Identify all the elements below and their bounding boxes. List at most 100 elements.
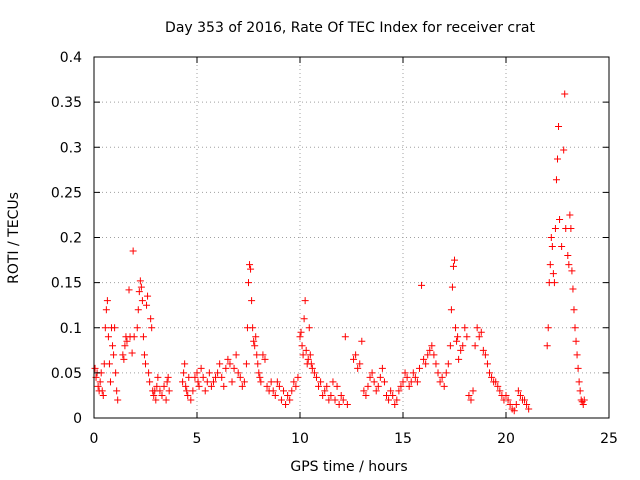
data-point bbox=[282, 400, 290, 408]
data-point bbox=[331, 396, 339, 404]
data-point bbox=[483, 360, 491, 368]
data-point bbox=[430, 351, 438, 359]
data-point bbox=[492, 378, 500, 386]
data-point bbox=[319, 391, 327, 399]
data-point bbox=[337, 391, 345, 399]
data-point bbox=[119, 351, 127, 359]
data-point bbox=[572, 337, 580, 345]
data-point bbox=[496, 387, 504, 395]
data-point bbox=[256, 373, 264, 381]
data-point bbox=[288, 387, 296, 395]
data-point bbox=[216, 360, 224, 368]
data-point bbox=[405, 382, 413, 390]
data-point bbox=[459, 342, 467, 350]
data-point bbox=[356, 360, 364, 368]
data-point bbox=[465, 391, 473, 399]
data-point bbox=[473, 324, 481, 332]
data-point bbox=[407, 378, 415, 386]
data-point bbox=[350, 355, 358, 363]
data-point bbox=[360, 387, 368, 395]
data-point bbox=[142, 360, 149, 368]
data-point bbox=[277, 396, 285, 404]
data-point bbox=[222, 364, 230, 372]
data-point bbox=[199, 373, 207, 381]
data-point bbox=[440, 382, 448, 390]
data-point bbox=[471, 342, 479, 350]
data-point bbox=[209, 378, 217, 386]
data-point bbox=[312, 373, 320, 381]
data-point bbox=[212, 373, 220, 381]
data-point bbox=[104, 333, 112, 341]
data-point bbox=[138, 297, 146, 305]
data-point bbox=[136, 277, 144, 285]
data-point bbox=[426, 346, 434, 354]
y-tick-label: 0 bbox=[73, 411, 82, 427]
data-point bbox=[240, 378, 248, 386]
data-point bbox=[252, 333, 260, 341]
y-tick-label: 0.15 bbox=[51, 276, 82, 292]
x-axis-label: GPS time / hours bbox=[290, 459, 407, 475]
y-axis-label: ROTI / TECUs bbox=[6, 192, 22, 284]
data-point bbox=[385, 396, 393, 404]
data-point bbox=[451, 256, 458, 264]
data-point bbox=[573, 351, 581, 359]
data-point bbox=[449, 262, 457, 270]
data-point bbox=[424, 351, 432, 359]
data-point bbox=[152, 396, 160, 404]
data-point bbox=[120, 355, 128, 363]
data-point bbox=[442, 369, 450, 377]
data-point bbox=[548, 243, 556, 251]
data-point bbox=[579, 400, 587, 408]
data-point bbox=[510, 407, 518, 415]
data-point bbox=[467, 396, 475, 404]
grid-lines bbox=[94, 57, 609, 418]
y-tick-label: 0.35 bbox=[51, 95, 82, 111]
data-point bbox=[566, 211, 574, 219]
data-point bbox=[226, 360, 234, 368]
data-point bbox=[105, 360, 113, 368]
data-point bbox=[162, 396, 170, 404]
data-point bbox=[434, 369, 442, 377]
y-tick-label: 0.3 bbox=[60, 140, 82, 156]
data-point bbox=[521, 396, 529, 404]
data-point bbox=[269, 387, 277, 395]
data-point bbox=[106, 378, 114, 386]
data-point bbox=[393, 396, 401, 404]
data-point bbox=[565, 261, 573, 269]
data-point bbox=[133, 324, 141, 332]
data-point bbox=[561, 90, 569, 98]
data-point bbox=[568, 267, 576, 275]
data-point bbox=[160, 382, 168, 390]
data-point bbox=[380, 378, 388, 386]
data-point bbox=[158, 391, 166, 399]
data-point bbox=[247, 265, 255, 273]
data-point bbox=[191, 373, 199, 381]
data-point bbox=[461, 324, 469, 332]
data-point bbox=[257, 378, 265, 386]
data-point bbox=[301, 297, 309, 305]
data-point bbox=[139, 333, 147, 341]
data-point bbox=[418, 281, 426, 289]
data-point bbox=[574, 364, 582, 372]
data-point bbox=[454, 333, 462, 341]
data-point bbox=[154, 373, 162, 381]
data-point bbox=[447, 306, 455, 314]
data-point bbox=[214, 369, 222, 377]
data-point bbox=[98, 387, 106, 395]
data-point bbox=[343, 400, 351, 408]
data-point bbox=[299, 351, 307, 359]
data-point bbox=[185, 373, 193, 381]
data-point bbox=[352, 351, 360, 359]
axis-ticks: 0 5 10 15 20 25 0 0.05 0.1 0.15 0.2 0.25 0.3 0.35 0.4 bbox=[51, 50, 618, 447]
data-point bbox=[387, 387, 395, 395]
data-point bbox=[275, 382, 283, 390]
data-point bbox=[552, 176, 560, 184]
data-point bbox=[112, 369, 120, 377]
data-point bbox=[290, 378, 298, 386]
data-point bbox=[403, 373, 411, 381]
data-point bbox=[546, 261, 554, 269]
data-point bbox=[477, 328, 485, 336]
data-point bbox=[96, 378, 104, 386]
data-point bbox=[102, 306, 110, 314]
data-point bbox=[195, 382, 203, 390]
